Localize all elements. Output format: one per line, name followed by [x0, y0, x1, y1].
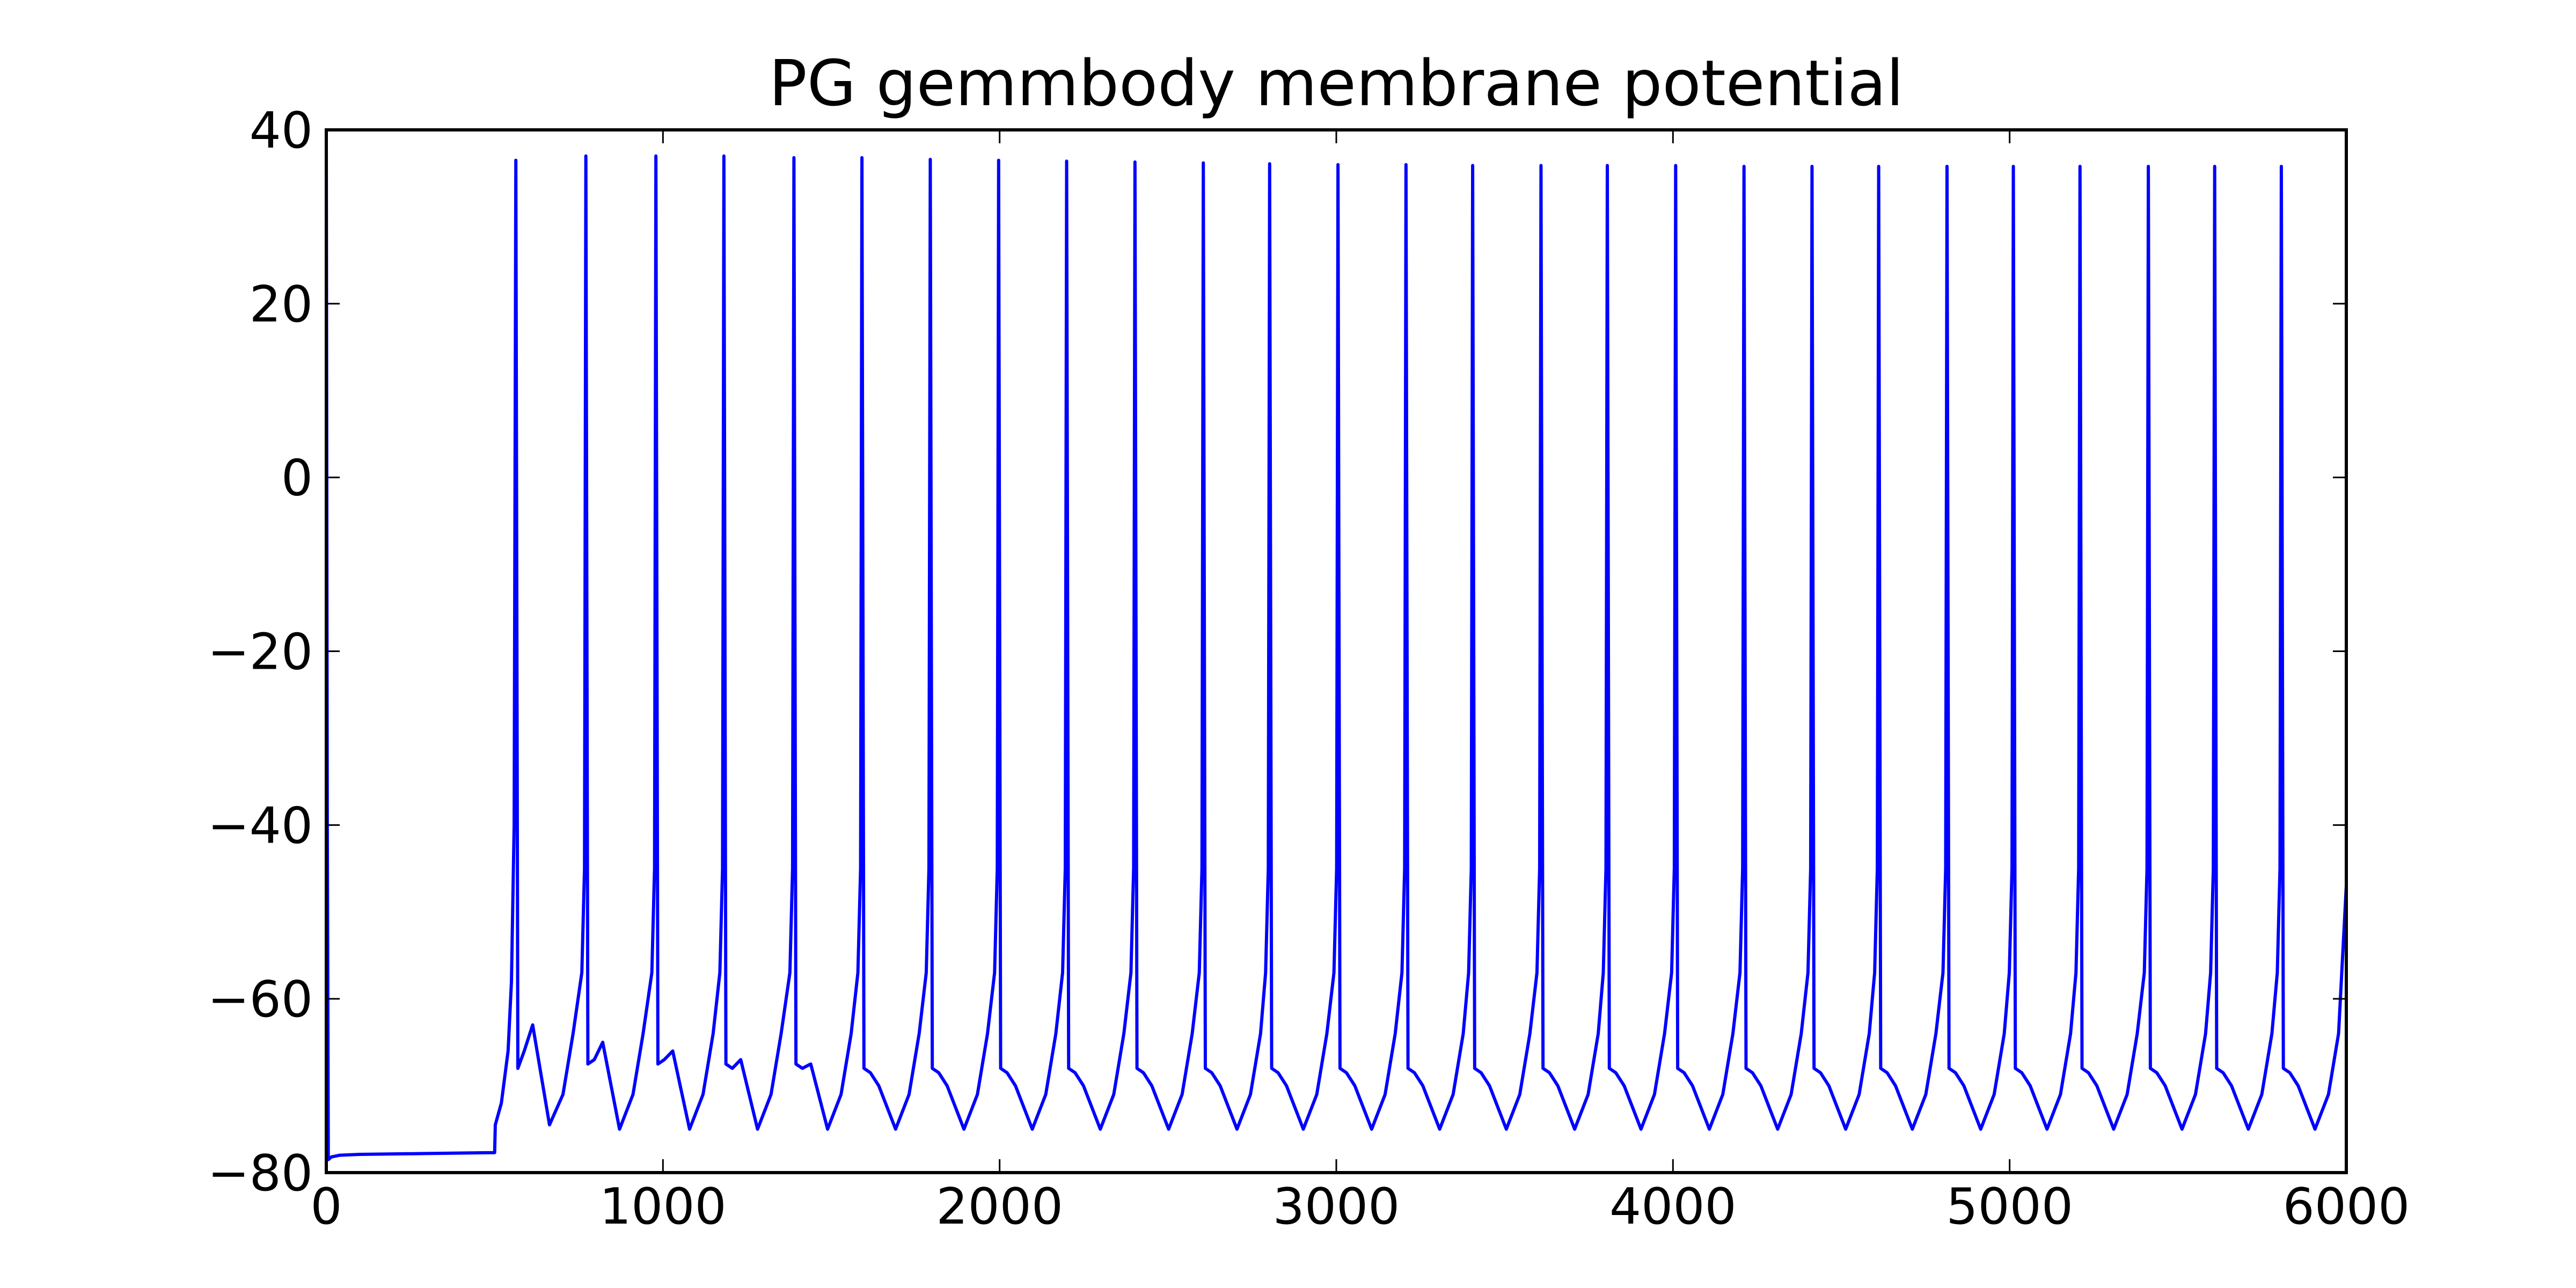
x-tick-label: 5000	[1946, 1177, 2073, 1235]
x-tick-label: 4000	[1609, 1177, 1737, 1235]
y-tick-label: −40	[208, 796, 313, 854]
data-line	[325, 145, 2348, 1161]
x-tick-label: 2000	[936, 1177, 1063, 1235]
y-tick-label: 40	[250, 101, 313, 159]
y-tick-label: −80	[208, 1144, 313, 1202]
x-tick-label: 0	[310, 1177, 342, 1235]
x-tick-label: 3000	[1273, 1177, 1400, 1235]
x-tick-label: 6000	[2283, 1177, 2410, 1235]
plot-area: 0 1000 2000 3000 4000 5000 6000 −80 −60 −40 −20 0 20…	[208, 101, 2410, 1235]
y-tick-label: 20	[250, 275, 313, 333]
chart-title: PG gemmbody membrane potential	[769, 46, 1904, 120]
y-tick-label: −20	[208, 623, 313, 681]
x-tick-label: 1000	[599, 1177, 727, 1235]
y-tick-label: −60	[208, 970, 313, 1028]
y-tick-label: 0	[281, 449, 313, 507]
